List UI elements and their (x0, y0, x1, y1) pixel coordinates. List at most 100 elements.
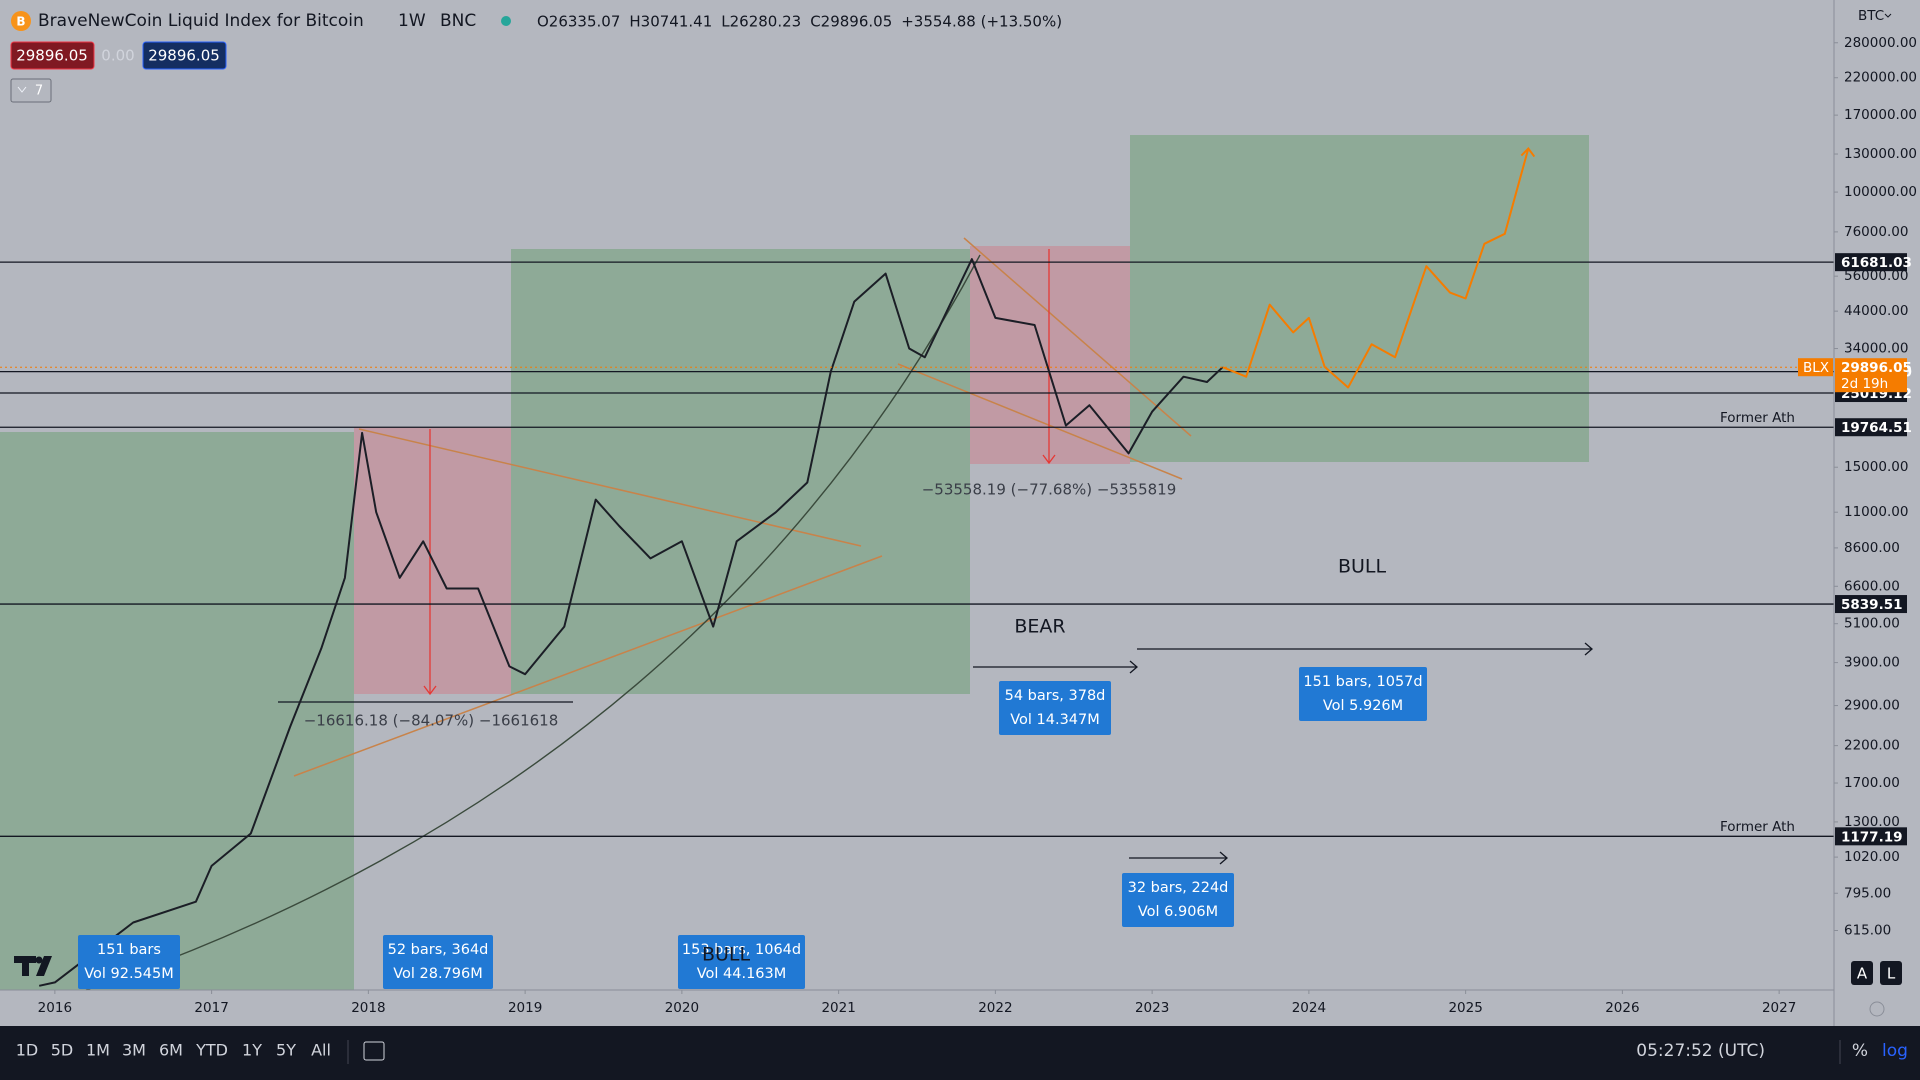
spread: 0.00 (101, 47, 134, 65)
drawdown-label: −53558.19 (−77.68%) −5355819 (922, 481, 1177, 499)
timeframe-button[interactable]: 5D (51, 1041, 74, 1060)
range-bars: 151 bars (97, 942, 161, 958)
arrow-head (1584, 642, 1593, 656)
y-tick-label: 1020.00 (1844, 849, 1900, 865)
timeframe-button[interactable]: 6M (159, 1041, 183, 1060)
timeframe-button[interactable]: YTD (195, 1041, 228, 1060)
y-tick-label: 1300.00 (1844, 814, 1900, 830)
timeframe-button[interactable]: 1Y (242, 1041, 262, 1060)
former-ath-label: Former Ath (1720, 819, 1795, 835)
x-tick-label: 2020 (665, 1000, 699, 1016)
price-level-label: 1177.19 (1841, 829, 1903, 845)
bottom-toolbar (0, 1026, 1920, 1080)
current-price-tag (1835, 358, 1907, 393)
x-tick-label: 2018 (351, 1000, 385, 1016)
range-volume: Vol 14.347M (1010, 712, 1100, 728)
y-tick-label: 130000.00 (1844, 146, 1917, 162)
plot (0, 147, 1834, 987)
x-tick-label: 2022 (978, 1000, 1012, 1016)
y-tick-label: 6600.00 (1844, 578, 1900, 594)
growth-curve (85, 254, 981, 991)
y-tick-label: 56000.00 (1844, 268, 1908, 284)
y-tick-label: 100000.00 (1844, 184, 1917, 200)
indicators-toggle[interactable] (10, 78, 52, 103)
y-tick-label: 2900.00 (1844, 698, 1900, 714)
chevron (1884, 13, 1892, 18)
interval: 1W (398, 11, 426, 31)
trend-line (358, 428, 862, 547)
y-tick-label: 220000.00 (1844, 70, 1917, 86)
price-level-tag (1835, 827, 1907, 846)
auto-scale-button[interactable] (1851, 961, 1873, 985)
price-level-label: 5839.51 (1841, 597, 1903, 613)
timeframe-button[interactable]: 1M (86, 1041, 110, 1060)
price-level-label: 19764.51 (1841, 420, 1912, 436)
sell-price[interactable]: 29896.05 (16, 47, 88, 65)
price-level-tag (1835, 253, 1907, 272)
range-bars: 32 bars, 224d (1128, 880, 1229, 896)
date-range-button[interactable] (363, 1041, 385, 1061)
coin-icon-glyph: B (16, 15, 25, 29)
ohlc-value: O26335.07 (537, 13, 620, 31)
range-volume: Vol 44.163M (697, 966, 787, 982)
ohlc: O26335.07 H30741.41 L26280.23 C29896.05 +355… (537, 13, 1062, 31)
buy-price[interactable]: 29896.05 (148, 47, 220, 65)
range-bars: 153 bars, 1064d (682, 942, 801, 958)
phase-label: BULL (1338, 556, 1387, 578)
range-box-label (1299, 667, 1427, 721)
timeframe-button[interactable]: 1D (16, 1041, 39, 1060)
symbol-tag-label: BLX (1803, 360, 1829, 376)
y-tick-label: 615.00 (1844, 922, 1891, 938)
market-status (501, 16, 511, 26)
symbol-title: BraveNewCoin Liquid Index for Bitcoin (38, 11, 364, 31)
projection-arrow-head (1520, 147, 1536, 158)
logo-part (22, 956, 29, 976)
x-tick-label: 2024 (1292, 1000, 1326, 1016)
timeframe-button[interactable]: 5Y (276, 1041, 296, 1060)
y-tick-label: 2200.00 (1844, 738, 1900, 754)
trend-line (897, 363, 1183, 480)
price-line (38, 258, 1224, 987)
drawdown-label: −16616.18 (−84.07%) −1661618 (304, 712, 559, 730)
x-tick-label: 2027 (1762, 1000, 1796, 1016)
lock-scale-button[interactable] (1880, 961, 1902, 985)
chevron (17, 86, 27, 93)
range-box-label (1122, 873, 1234, 927)
indicators-count[interactable]: 7 (35, 84, 43, 99)
percent-toggle[interactable]: % (1852, 1041, 1868, 1061)
range-box-label (678, 935, 805, 989)
log-toggle[interactable]: log (1882, 1041, 1908, 1061)
axes: 61681.0329005.3025019.1219764.515839.511… (38, 35, 1917, 1016)
sell-box[interactable] (10, 41, 95, 70)
range-arrows (973, 642, 1593, 865)
lock-scale-label[interactable]: L (1887, 965, 1896, 983)
buy-box[interactable] (142, 41, 227, 70)
symbol-tag (1798, 358, 1833, 377)
coin-icon (11, 11, 31, 31)
phase-label: BEAR (1014, 616, 1065, 638)
timeframe-button[interactable]: All (311, 1041, 331, 1060)
ohlc-value: L26280.23 (721, 13, 801, 31)
trend-line (963, 237, 1192, 437)
range-bars: 54 bars, 378d (1005, 688, 1106, 704)
y-tick-label: 76000.00 (1844, 224, 1908, 240)
settings-icon[interactable] (1869, 1001, 1885, 1017)
auto-scale-label[interactable]: A (1857, 965, 1868, 983)
timeframes: 1D 5D 1M 3M 6M YTD 1Y 5Y All (16, 1041, 331, 1060)
y-tick-label: 34000.00 (1844, 341, 1908, 357)
former-ath-label: Former Ath (1720, 410, 1795, 426)
x-tick-label: 2017 (194, 1000, 228, 1016)
range-volume: Vol 6.906M (1138, 904, 1218, 920)
y-tick-label: 280000.00 (1844, 35, 1917, 51)
trend-lines (293, 237, 1192, 777)
y-tick-label: 44000.00 (1844, 303, 1908, 319)
range-volume: Vol 92.545M (84, 966, 174, 982)
x-tick-label: 2025 (1448, 1000, 1482, 1016)
currency-menu[interactable]: BTC (1858, 8, 1884, 24)
range-box-label (999, 681, 1111, 735)
timeframe-button[interactable]: 3M (122, 1041, 146, 1060)
x-tick-label: 2023 (1135, 1000, 1169, 1016)
